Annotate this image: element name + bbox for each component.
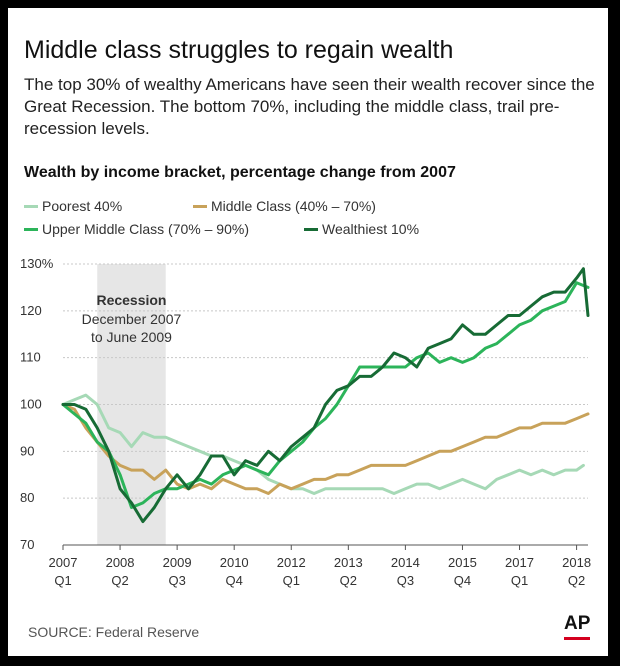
series-line-3 (61, 267, 590, 524)
x-tick-label-year: 2013 (334, 555, 363, 570)
recession-label-line: to June 2009 (91, 329, 172, 345)
y-tick-label: 100 (20, 397, 42, 412)
y-tick-label: 130% (20, 256, 54, 271)
legend-item-wealthiest: Wealthiest 10% (304, 221, 419, 237)
recession-label-line: December 2007 (82, 311, 182, 327)
y-tick-label: 80 (20, 490, 34, 505)
x-tick-label-quarter: Q1 (283, 573, 300, 588)
legend-label: Middle Class (40% – 70%) (211, 198, 376, 214)
chart-subtitle: The top 30% of wealthy Americans have se… (24, 75, 595, 138)
x-tick-label-year: 2012 (277, 555, 306, 570)
y-tick-label: 120 (20, 303, 42, 318)
x-tick-label-quarter: Q3 (397, 573, 414, 588)
chart-card: Middle class struggles to regain wealth … (8, 8, 608, 656)
ap-logo-underline (564, 637, 590, 640)
x-tick-label-year: 2009 (163, 555, 192, 570)
x-tick-label-quarter: Q1 (54, 573, 71, 588)
series-line-2 (61, 281, 590, 509)
legend-swatch (304, 227, 318, 231)
x-tick-label-year: 2017 (505, 555, 534, 570)
x-tick-label-quarter: Q2 (568, 573, 585, 588)
x-tick-label-year: 2010 (220, 555, 249, 570)
line-chart: 130% 120 110 100 90 80 70 Recession December 200… (20, 256, 591, 588)
legend-label: Upper Middle Class (70% – 90%) (42, 221, 249, 237)
y-tick-label: 110 (20, 350, 41, 365)
legend-label: Poorest 40% (42, 198, 123, 214)
y-tick-label: 70 (20, 537, 34, 552)
legend-item-poorest: Poorest 40% (24, 198, 122, 214)
series-line-1 (61, 403, 590, 495)
x-tick-label-quarter: Q3 (168, 573, 185, 588)
ap-logo: AP (564, 613, 591, 634)
x-tick-label-year: 2018 (562, 555, 591, 570)
x-tick-label-quarter: Q4 (226, 573, 243, 588)
x-tick-label-quarter: Q2 (111, 573, 128, 588)
y-tick-label: 90 (20, 443, 34, 458)
legend-swatch (24, 227, 38, 231)
series-line-0 (61, 393, 585, 495)
x-tick-label-year: 2014 (391, 555, 420, 570)
legend-swatch (24, 204, 38, 208)
x-tick-label-year: 2015 (448, 555, 477, 570)
chart-title: Middle class struggles to regain wealth (24, 36, 454, 64)
x-tick-label-quarter: Q2 (340, 573, 357, 588)
source-note: SOURCE: Federal Reserve (28, 624, 200, 640)
x-tick-label-quarter: Q4 (454, 573, 471, 588)
legend-swatch (193, 204, 207, 208)
legend-item-upper-middle: Upper Middle Class (70% – 90%) (24, 221, 249, 237)
x-tick-label-year: 2007 (49, 555, 78, 570)
legend-label: Wealthiest 10% (322, 221, 420, 237)
chart-heading: Wealth by income bracket, percentage cha… (24, 164, 456, 181)
recession-label-title: Recession (96, 292, 166, 308)
x-tick-label-quarter: Q1 (511, 573, 528, 588)
x-tick-label-year: 2008 (106, 555, 135, 570)
legend-item-middle: Middle Class (40% – 70%) (193, 198, 376, 214)
